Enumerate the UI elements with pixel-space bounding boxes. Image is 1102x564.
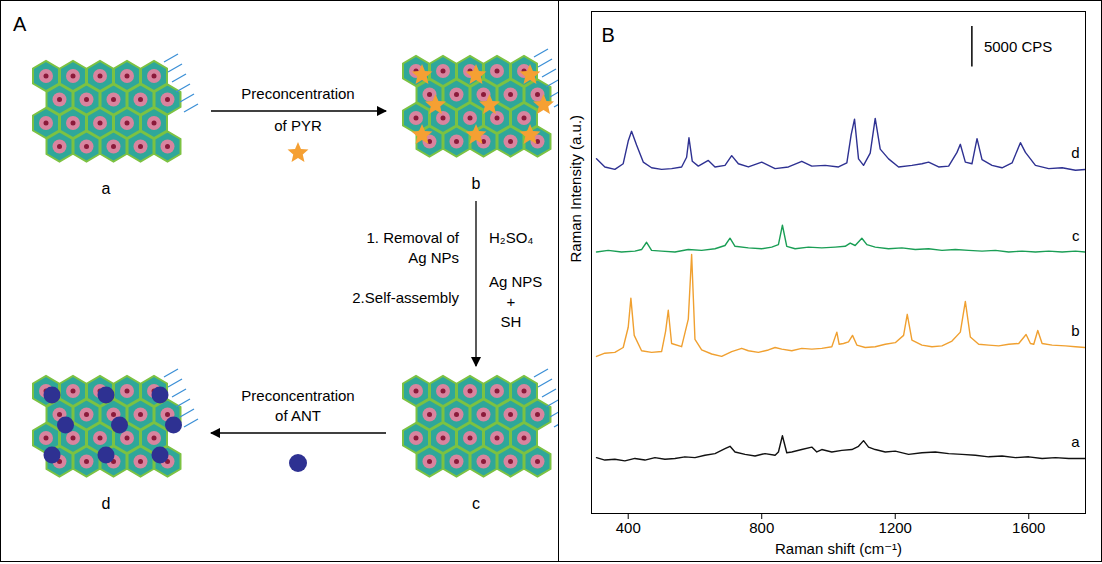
- svg-text:SH: SH: [501, 313, 522, 330]
- svg-text:d: d: [102, 495, 111, 512]
- svg-text:1. Removal of: 1. Removal of: [366, 229, 459, 246]
- svg-text:a: a: [102, 180, 111, 197]
- svg-text:of ANT: of ANT: [275, 407, 321, 424]
- svg-text:Preconcentration: Preconcentration: [241, 85, 354, 102]
- svg-text:Ag NPs: Ag NPs: [408, 249, 459, 266]
- svg-text:1200: 1200: [879, 519, 912, 536]
- svg-text:2.Self-assembly: 2.Self-assembly: [352, 289, 459, 306]
- svg-text:A: A: [13, 13, 27, 35]
- svg-text:Raman Intensity (a.u.): Raman Intensity (a.u.): [567, 115, 584, 263]
- svg-text:a: a: [1071, 433, 1080, 450]
- svg-text:5000 CPS: 5000 CPS: [984, 38, 1052, 55]
- svg-text:Ag NPS: Ag NPS: [489, 273, 542, 290]
- svg-text:c: c: [1072, 227, 1080, 244]
- svg-text:400: 400: [616, 519, 641, 536]
- svg-text:b: b: [1071, 322, 1079, 339]
- svg-text:b: b: [472, 175, 481, 192]
- svg-text:800: 800: [749, 519, 774, 536]
- svg-text:c: c: [472, 495, 480, 512]
- svg-text:of PYR: of PYR: [274, 117, 322, 134]
- svg-text:+: +: [507, 293, 516, 310]
- svg-text:H₂SO₄: H₂SO₄: [489, 229, 533, 246]
- svg-text:1600: 1600: [1012, 519, 1045, 536]
- svg-text:d: d: [1071, 144, 1079, 161]
- svg-text:Preconcentration: Preconcentration: [241, 387, 354, 404]
- svg-text:Raman shift (cm⁻¹): Raman shift (cm⁻¹): [775, 540, 902, 557]
- svg-text:B: B: [602, 24, 615, 46]
